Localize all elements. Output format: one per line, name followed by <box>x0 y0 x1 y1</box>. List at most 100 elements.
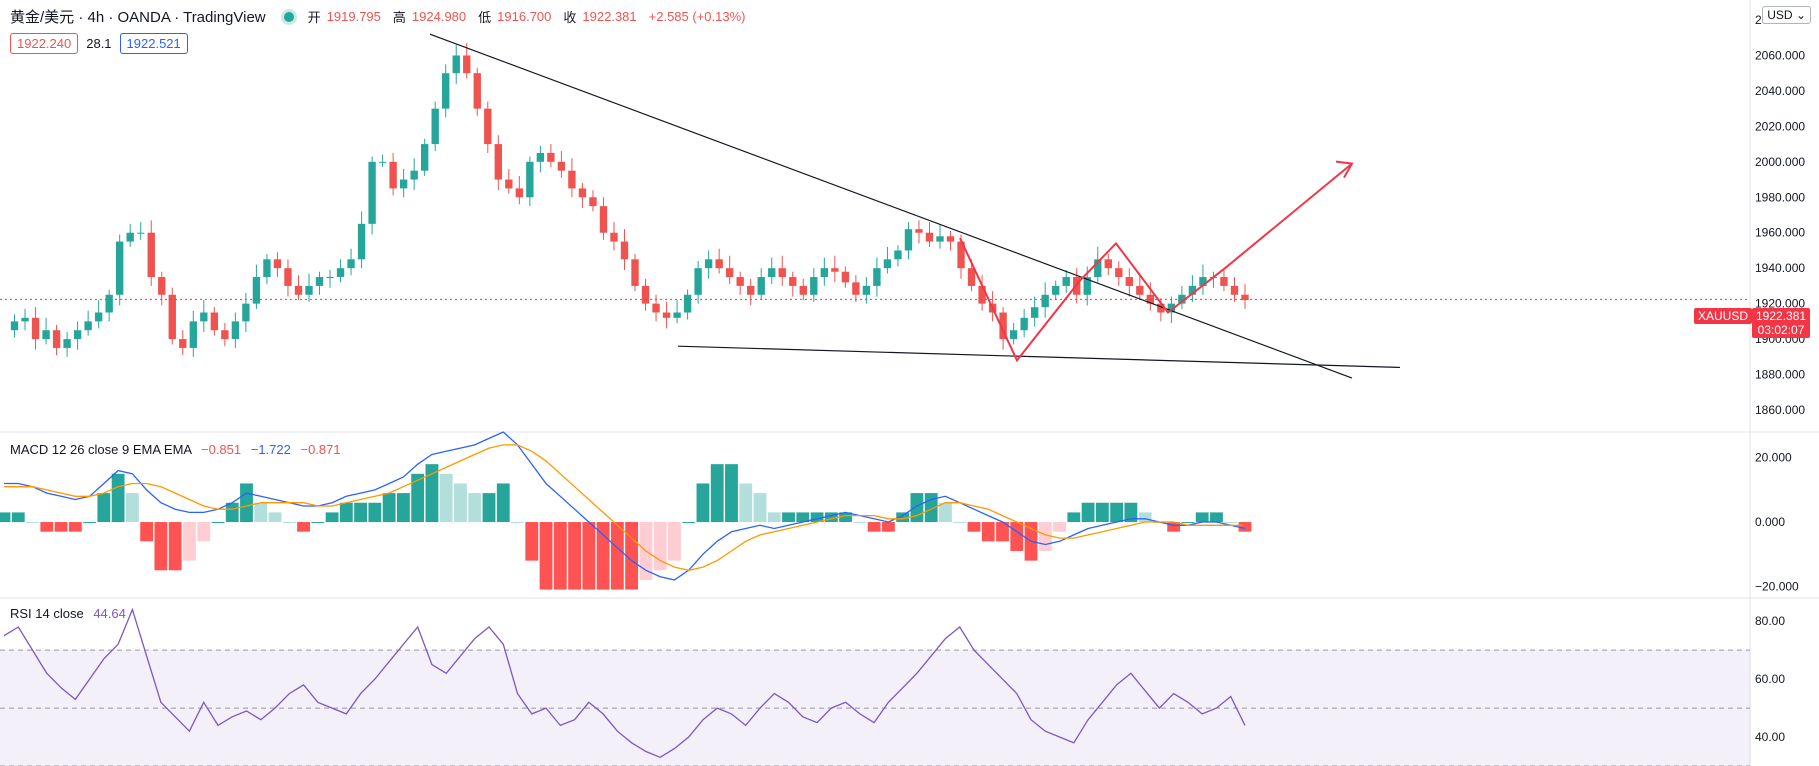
candle <box>915 229 923 233</box>
rsi-legend[interactable]: RSI 14 close 44.64 <box>10 606 126 621</box>
macd-histogram-bar <box>682 522 696 524</box>
candle <box>73 330 82 340</box>
macd-value-3: −0.871 <box>300 442 341 457</box>
candle <box>978 285 986 304</box>
candle <box>1157 303 1165 313</box>
candle <box>494 144 502 180</box>
candle <box>347 259 355 269</box>
buy-button[interactable]: 1922.521 <box>119 33 188 54</box>
market-status-icon <box>283 11 294 22</box>
macd-histogram-bar <box>311 522 325 524</box>
candle <box>589 197 597 207</box>
candle <box>410 170 418 180</box>
candle <box>683 294 692 313</box>
macd-value-1: −0.851 <box>200 442 242 457</box>
candle <box>967 268 976 286</box>
macd-value-2: −1.722 <box>250 442 291 457</box>
candle <box>31 317 40 340</box>
candle <box>368 161 376 224</box>
price-tick-label: 1940.000 <box>1755 261 1805 275</box>
candle <box>578 188 587 198</box>
candle <box>1199 277 1207 286</box>
price-tick-label: 1920.000 <box>1755 297 1805 311</box>
macd-histogram-bar <box>11 512 25 523</box>
candle <box>200 312 208 322</box>
macd-histogram-bar <box>1167 522 1181 532</box>
spread-value: 28.1 <box>86 36 112 51</box>
macd-histogram-bar <box>482 493 496 523</box>
candle <box>1083 277 1091 295</box>
macd-histogram-bar <box>753 493 767 523</box>
candle <box>631 259 639 286</box>
change-value: +2.585 (+0.13%) <box>648 9 746 24</box>
rsi-value: 44.64 <box>93 606 126 621</box>
candle <box>1220 277 1228 286</box>
candle <box>536 152 545 162</box>
currency-select[interactable]: USD ⌄ <box>1762 6 1811 24</box>
macd-line <box>4 431 1246 581</box>
macd-histogram-bar <box>454 483 467 523</box>
candle <box>557 161 566 171</box>
macd-histogram-bar <box>1067 512 1081 523</box>
trend-line <box>429 33 1353 379</box>
candle <box>189 321 197 348</box>
candle <box>357 223 366 260</box>
rsi-tick-label: 60.00 <box>1755 672 1785 686</box>
macd-histogram-bar <box>810 512 824 523</box>
macd-histogram-bar <box>1195 512 1209 523</box>
candle <box>231 321 240 340</box>
macd-histogram-bar <box>496 483 510 523</box>
candle <box>1052 285 1060 295</box>
candle <box>725 268 734 278</box>
macd-histogram-bar <box>0 512 11 523</box>
candle <box>1115 268 1123 278</box>
candle <box>620 241 629 260</box>
candle <box>484 108 492 145</box>
candle <box>820 268 829 278</box>
candle <box>21 317 29 322</box>
macd-histogram-bar <box>282 522 296 524</box>
price-tick-label: 2020.000 <box>1755 119 1805 133</box>
macd-histogram-bar <box>1124 502 1138 523</box>
macd-legend[interactable]: MACD 12 26 close 9 EMA EMA −0.851 −1.722… <box>10 442 341 457</box>
candle <box>747 285 755 295</box>
macd-histogram-bar <box>910 493 924 523</box>
macd-histogram-bar <box>83 522 97 524</box>
candle <box>1241 294 1249 301</box>
macd-histogram-bar <box>382 493 396 523</box>
candle <box>1230 285 1239 295</box>
macd-histogram-bar <box>511 522 524 524</box>
rsi-tick-label: 40.00 <box>1755 730 1785 744</box>
candle <box>894 250 902 260</box>
macd-histogram-bar <box>26 522 39 524</box>
candle <box>610 232 618 242</box>
macd-histogram-bar <box>354 502 368 523</box>
macd-histogram-bar <box>625 522 639 590</box>
open-label: 开 <box>307 10 321 25</box>
macd-histogram-bar <box>839 512 853 523</box>
candle <box>473 73 481 109</box>
macd-histogram-bar <box>268 512 282 523</box>
sell-button[interactable]: 1922.240 <box>10 33 79 54</box>
macd-histogram-bar <box>596 522 610 590</box>
macd-histogram-bar <box>525 522 539 561</box>
candle <box>463 55 471 74</box>
price-tick-label: 1860.000 <box>1755 403 1805 417</box>
candle <box>389 161 397 189</box>
macd-histogram-bar <box>824 512 838 523</box>
macd-histogram-bar <box>853 522 867 524</box>
macd-histogram-bar <box>967 522 981 532</box>
price-tick-label: 1960.000 <box>1755 226 1805 240</box>
currency-label: USD <box>1767 8 1793 22</box>
macd-histogram-bar <box>368 502 382 523</box>
candle <box>420 144 429 171</box>
candle <box>284 268 292 286</box>
macd-histogram-bar <box>468 493 482 523</box>
macd-histogram-bar <box>297 522 310 532</box>
macd-tick-label: 20.000 <box>1755 451 1792 465</box>
candle <box>547 152 555 162</box>
candle <box>862 285 871 295</box>
macd-histogram-bar <box>1210 512 1223 523</box>
candle <box>1041 294 1049 308</box>
